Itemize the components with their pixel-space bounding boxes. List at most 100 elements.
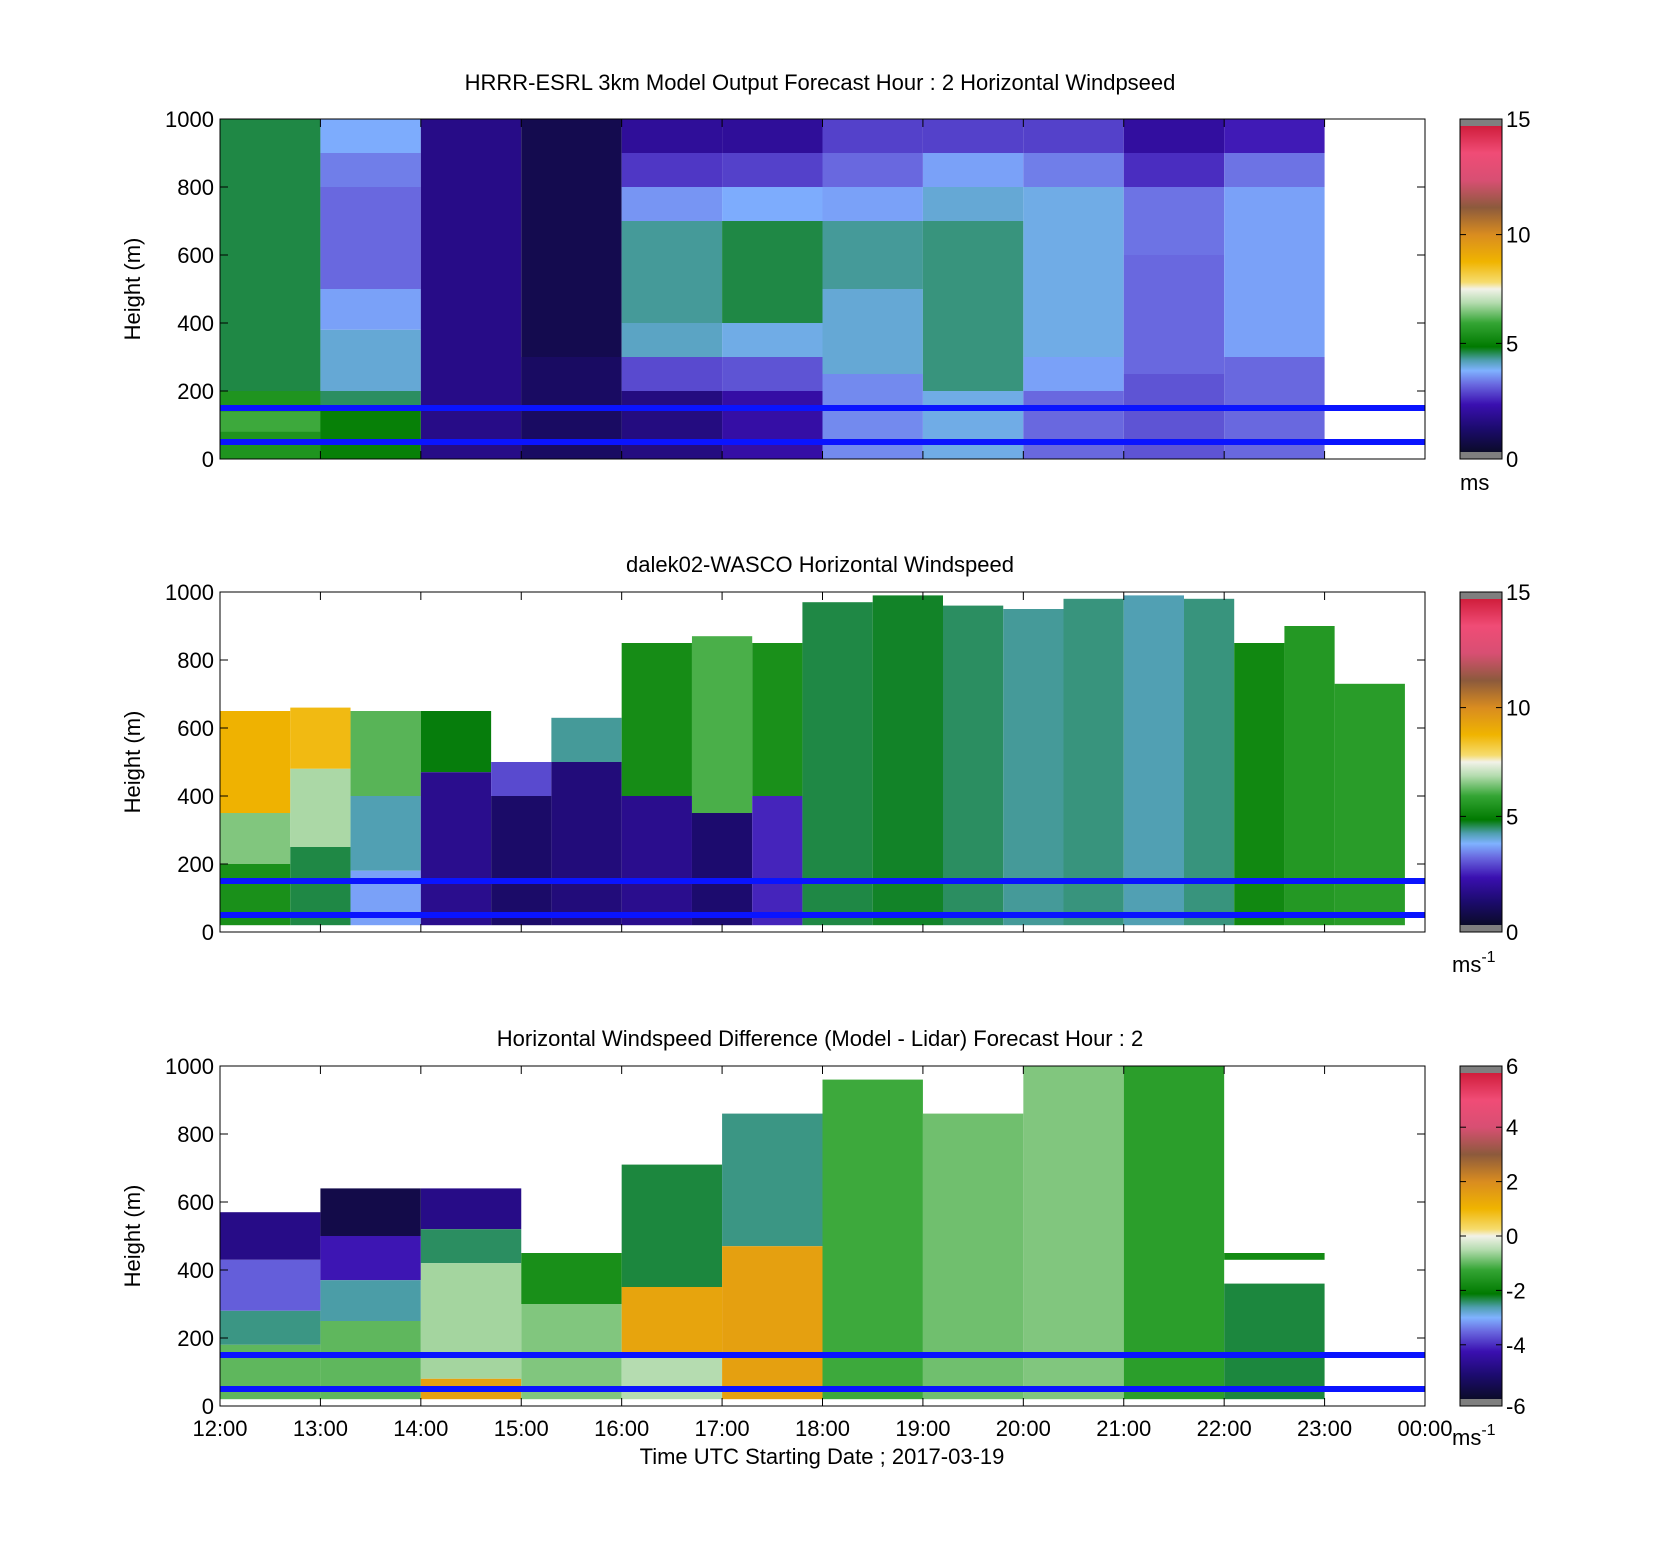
heatmap-cell [320, 119, 421, 153]
colorbar: -6 -4 -2 0 2 4 6 ms-1 [1452, 1054, 1526, 1450]
heatmap-cell [1284, 626, 1335, 926]
colorbar-tick-label: 2 [1506, 1170, 1518, 1195]
y-axis: 0 200 400 600 800 1000 [165, 1054, 1425, 1419]
y-axis-label: Height (m) [120, 711, 145, 814]
heatmap-cell [722, 1113, 823, 1247]
x-tick-label: 22:00 [1197, 1416, 1252, 1441]
heatmap-cell [420, 1229, 522, 1264]
colorbar-tick-label: 0 [1506, 1224, 1518, 1249]
heatmap-cell [1023, 153, 1124, 187]
colorbar-tick-label: 15 [1506, 580, 1530, 605]
y-tick-label: 400 [177, 1258, 214, 1283]
y-tick-label: 600 [177, 716, 214, 741]
heatmap-cell [320, 391, 421, 408]
colorbar-tick-label: 6 [1506, 1054, 1518, 1079]
heatmap-cell [922, 391, 1024, 459]
y-tick-label: 1000 [165, 580, 214, 605]
heatmap-cell [420, 1188, 522, 1230]
heatmap-cell [1184, 598, 1235, 926]
panel-model: HRRR-ESRL 3km Model Output Forecast Hour… [120, 70, 1530, 495]
heatmap-cell [320, 408, 421, 459]
x-tick-label: 14:00 [393, 1416, 448, 1441]
heatmap-cell [220, 813, 291, 864]
colorbar-tick-label: -4 [1506, 1333, 1526, 1358]
heatmap-cell [722, 153, 823, 187]
colorbar-unit: ms-1 [1452, 1422, 1496, 1450]
heatmap-cell [1023, 357, 1124, 391]
heatmap-cell [621, 643, 692, 796]
y-tick-label: 800 [177, 648, 214, 673]
x-tick-label: 13:00 [293, 1416, 348, 1441]
heatmap-cell [420, 1263, 522, 1379]
colorbar-ticks: 0 5 10 15 [1460, 580, 1530, 945]
heatmap-cell [350, 711, 421, 796]
x-tick-label: 23:00 [1297, 1416, 1352, 1441]
y-tick-label: 1000 [165, 1054, 214, 1079]
reference-lines [220, 878, 1425, 918]
x-tick-label: 18:00 [795, 1416, 850, 1441]
heatmap-cell [822, 374, 923, 459]
heatmap-cell [320, 1236, 421, 1281]
y-tick-label: 400 [177, 784, 214, 809]
y-tick-label: 200 [177, 379, 214, 404]
heatmap-cell [320, 289, 421, 330]
heatmap-cell [752, 643, 803, 796]
heatmap-cell [521, 1253, 622, 1304]
y-tick-label: 0 [202, 920, 214, 945]
heatmap-cell [621, 796, 692, 926]
heatmap-cell [621, 1287, 723, 1355]
colorbar-tick-label: 10 [1506, 223, 1530, 248]
colorbar-ramp [1459, 118, 1503, 460]
heatmap-cell [420, 772, 492, 926]
heatmap-cell [621, 1355, 723, 1400]
x-tick-label: 12:00 [192, 1416, 247, 1441]
heatmap-cell [691, 636, 753, 813]
colorbar-tick-label: 0 [1506, 920, 1518, 945]
x-ticks [219, 592, 1426, 932]
panel-title: dalek02-WASCO Horizontal Windspeed [626, 552, 1014, 577]
heatmap-cell [320, 153, 421, 187]
heatmap-cell [1224, 119, 1325, 153]
heatmap-cell [922, 187, 1024, 221]
heatmap-cell [922, 221, 1024, 391]
heatmap-cell [621, 187, 723, 221]
y-tick-label: 800 [177, 1122, 214, 1147]
y-tick-label: 600 [177, 243, 214, 268]
heatmap-cell [822, 1079, 923, 1400]
heatmap-cell [621, 391, 723, 459]
heatmap-cell [922, 153, 1024, 187]
heatmap-cell [320, 187, 421, 289]
heatmap-cell [350, 796, 421, 871]
heatmap-cell [722, 187, 823, 221]
panel-title: Horizontal Windspeed Difference (Model -… [497, 1026, 1143, 1051]
heatmap-cell [1334, 683, 1405, 926]
x-tick-label: 20:00 [996, 1416, 1051, 1441]
heatmap-cell [943, 605, 1004, 926]
heatmap-cell [1063, 598, 1124, 926]
heatmap-cell [872, 595, 943, 926]
heatmap-cell [621, 153, 723, 187]
heatmap-cell [1224, 1253, 1325, 1260]
heatmap-cell [822, 119, 923, 153]
heatmap-cell [722, 323, 823, 357]
heatmap-cell [320, 1188, 421, 1236]
y-tick-label: 800 [177, 175, 214, 200]
y-tick-label: 1000 [165, 107, 214, 132]
x-tick-label: 16:00 [594, 1416, 649, 1441]
colorbar-tick-label: -6 [1506, 1394, 1526, 1419]
heatmap-cell [220, 711, 291, 813]
heatmap-cell [491, 796, 552, 926]
heatmap-cell [822, 221, 923, 289]
y-tick-label: 200 [177, 852, 214, 877]
heatmap-cell [1224, 153, 1325, 187]
y-axis-label: Height (m) [120, 1185, 145, 1288]
heatmap-cells [220, 119, 1325, 459]
heatmap-cell [1123, 187, 1225, 255]
heatmap-cell [621, 119, 723, 153]
heatmap-cell [1123, 595, 1184, 926]
x-ticks: 12:00 13:00 14:00 15:00 16:00 17:00 18:00 19:00… [192, 1066, 1453, 1441]
heatmap-cell [320, 329, 421, 391]
heatmap-cell [621, 357, 723, 391]
heatmap-cell [722, 221, 823, 323]
colorbar-unit-exponent: -1 [1481, 1422, 1495, 1439]
